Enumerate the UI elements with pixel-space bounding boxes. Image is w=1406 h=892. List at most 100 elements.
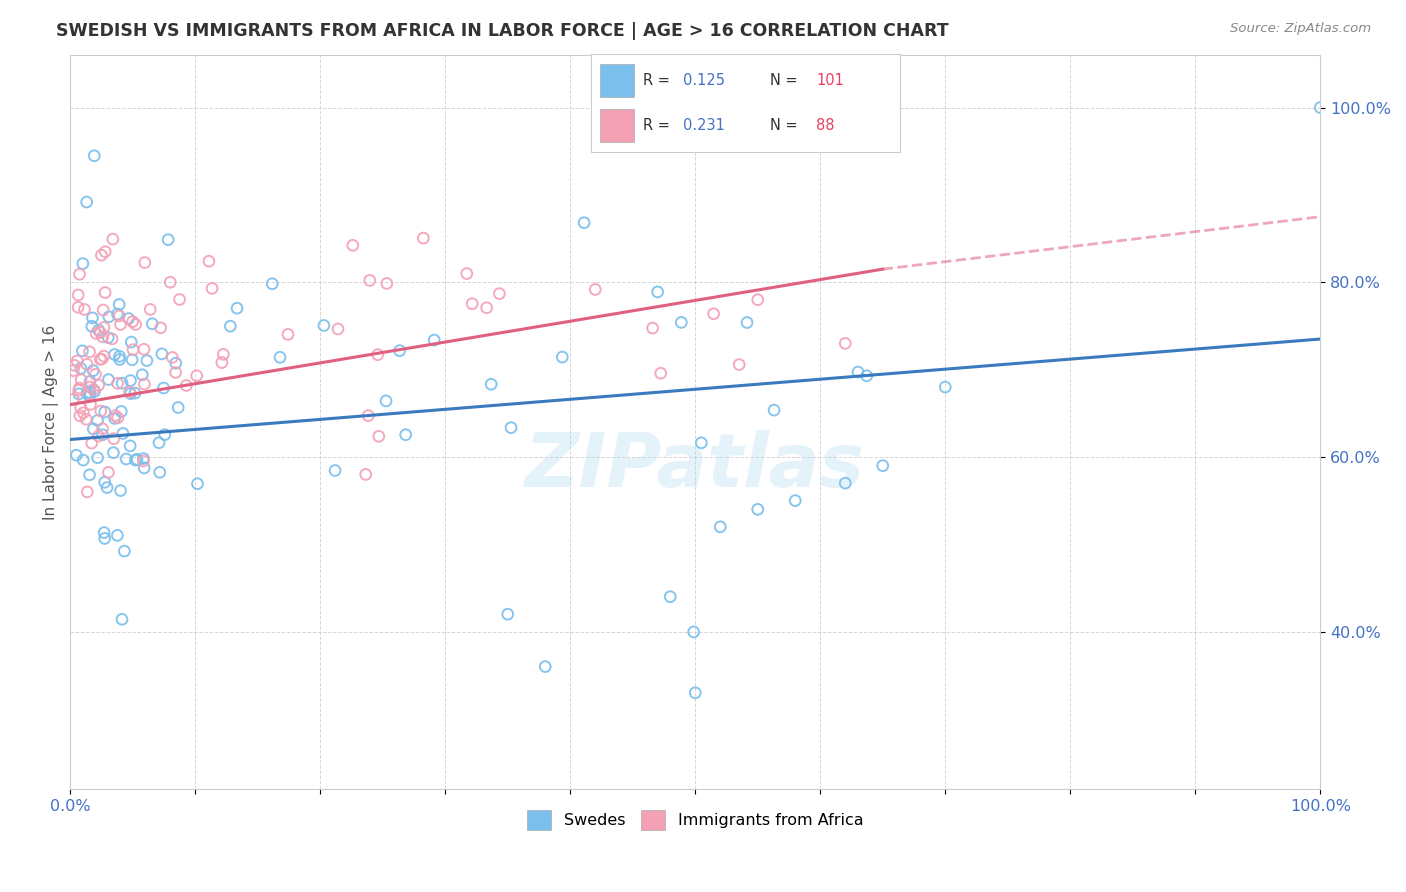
Text: R =: R = <box>643 73 675 88</box>
Point <box>69 381 91 395</box>
Point <box>150 347 173 361</box>
Point <box>91 303 114 318</box>
Point <box>735 316 758 330</box>
Point <box>75 412 97 426</box>
Point <box>73 302 96 317</box>
Point <box>641 321 664 335</box>
Point <box>159 275 181 289</box>
Point <box>141 317 163 331</box>
Point <box>103 445 125 459</box>
Point <box>69 267 91 281</box>
Point <box>388 343 411 358</box>
Point <box>488 286 510 301</box>
Point <box>120 439 142 453</box>
Point <box>118 311 141 326</box>
Point <box>90 404 112 418</box>
Point <box>115 452 138 467</box>
Point <box>785 493 807 508</box>
Point <box>395 427 418 442</box>
Text: Source: ZipAtlas.com: Source: ZipAtlas.com <box>1230 22 1371 36</box>
Point <box>176 378 198 392</box>
Point <box>111 612 134 626</box>
Point <box>169 293 191 307</box>
Point <box>62 363 84 377</box>
Point <box>87 429 110 443</box>
Point <box>82 310 104 325</box>
Point <box>122 343 145 357</box>
Point <box>69 361 91 376</box>
Text: N =: N = <box>770 73 803 88</box>
Point <box>94 405 117 419</box>
Point <box>134 461 156 475</box>
Point <box>165 366 187 380</box>
Point <box>157 233 180 247</box>
Point <box>326 322 349 336</box>
Point <box>162 351 184 365</box>
Point <box>76 484 98 499</box>
Point <box>149 465 172 479</box>
Point <box>110 404 132 418</box>
Point <box>66 354 89 368</box>
Point <box>690 435 713 450</box>
Point <box>121 352 143 367</box>
Point <box>496 607 519 622</box>
Point <box>96 481 118 495</box>
Point <box>79 380 101 394</box>
Point <box>186 476 208 491</box>
Point <box>118 384 141 399</box>
Point <box>82 363 104 377</box>
Y-axis label: In Labor Force | Age > 16: In Labor Force | Age > 16 <box>44 325 59 520</box>
Point <box>94 244 117 259</box>
Point <box>359 273 381 287</box>
Point <box>82 422 104 436</box>
Point <box>63 359 86 373</box>
Point <box>111 426 134 441</box>
Text: 0.231: 0.231 <box>683 118 725 133</box>
Point <box>104 409 127 423</box>
Point <box>375 277 398 291</box>
Point <box>139 302 162 317</box>
Point <box>79 385 101 400</box>
Point <box>93 475 115 490</box>
Point <box>93 532 115 546</box>
Point <box>72 343 94 358</box>
Point <box>104 411 127 425</box>
Point <box>121 315 143 329</box>
Point <box>572 216 595 230</box>
Point <box>97 310 120 324</box>
Point <box>269 351 291 365</box>
Point <box>67 384 90 398</box>
Point <box>108 349 131 363</box>
Point <box>846 365 869 379</box>
Point <box>125 452 148 467</box>
Point <box>682 624 704 639</box>
Point <box>132 454 155 468</box>
Point <box>367 348 389 362</box>
Point <box>90 326 112 340</box>
Point <box>475 301 498 315</box>
Point <box>703 307 725 321</box>
Point <box>120 386 142 401</box>
Point <box>479 377 502 392</box>
Point <box>105 528 128 542</box>
Point <box>90 248 112 262</box>
Point <box>103 432 125 446</box>
Point <box>262 277 284 291</box>
Point <box>79 397 101 411</box>
Point <box>834 476 856 491</box>
Point <box>97 373 120 387</box>
Point <box>76 357 98 371</box>
Point <box>89 352 111 367</box>
Point <box>132 343 155 357</box>
Point <box>124 386 146 401</box>
Point <box>79 344 101 359</box>
Point <box>79 467 101 482</box>
Point <box>84 326 107 341</box>
Point <box>107 410 129 425</box>
Point <box>86 450 108 465</box>
Point <box>108 352 131 367</box>
Point <box>87 323 110 337</box>
Point <box>104 347 127 361</box>
Point <box>120 335 142 350</box>
Point <box>62 392 84 407</box>
